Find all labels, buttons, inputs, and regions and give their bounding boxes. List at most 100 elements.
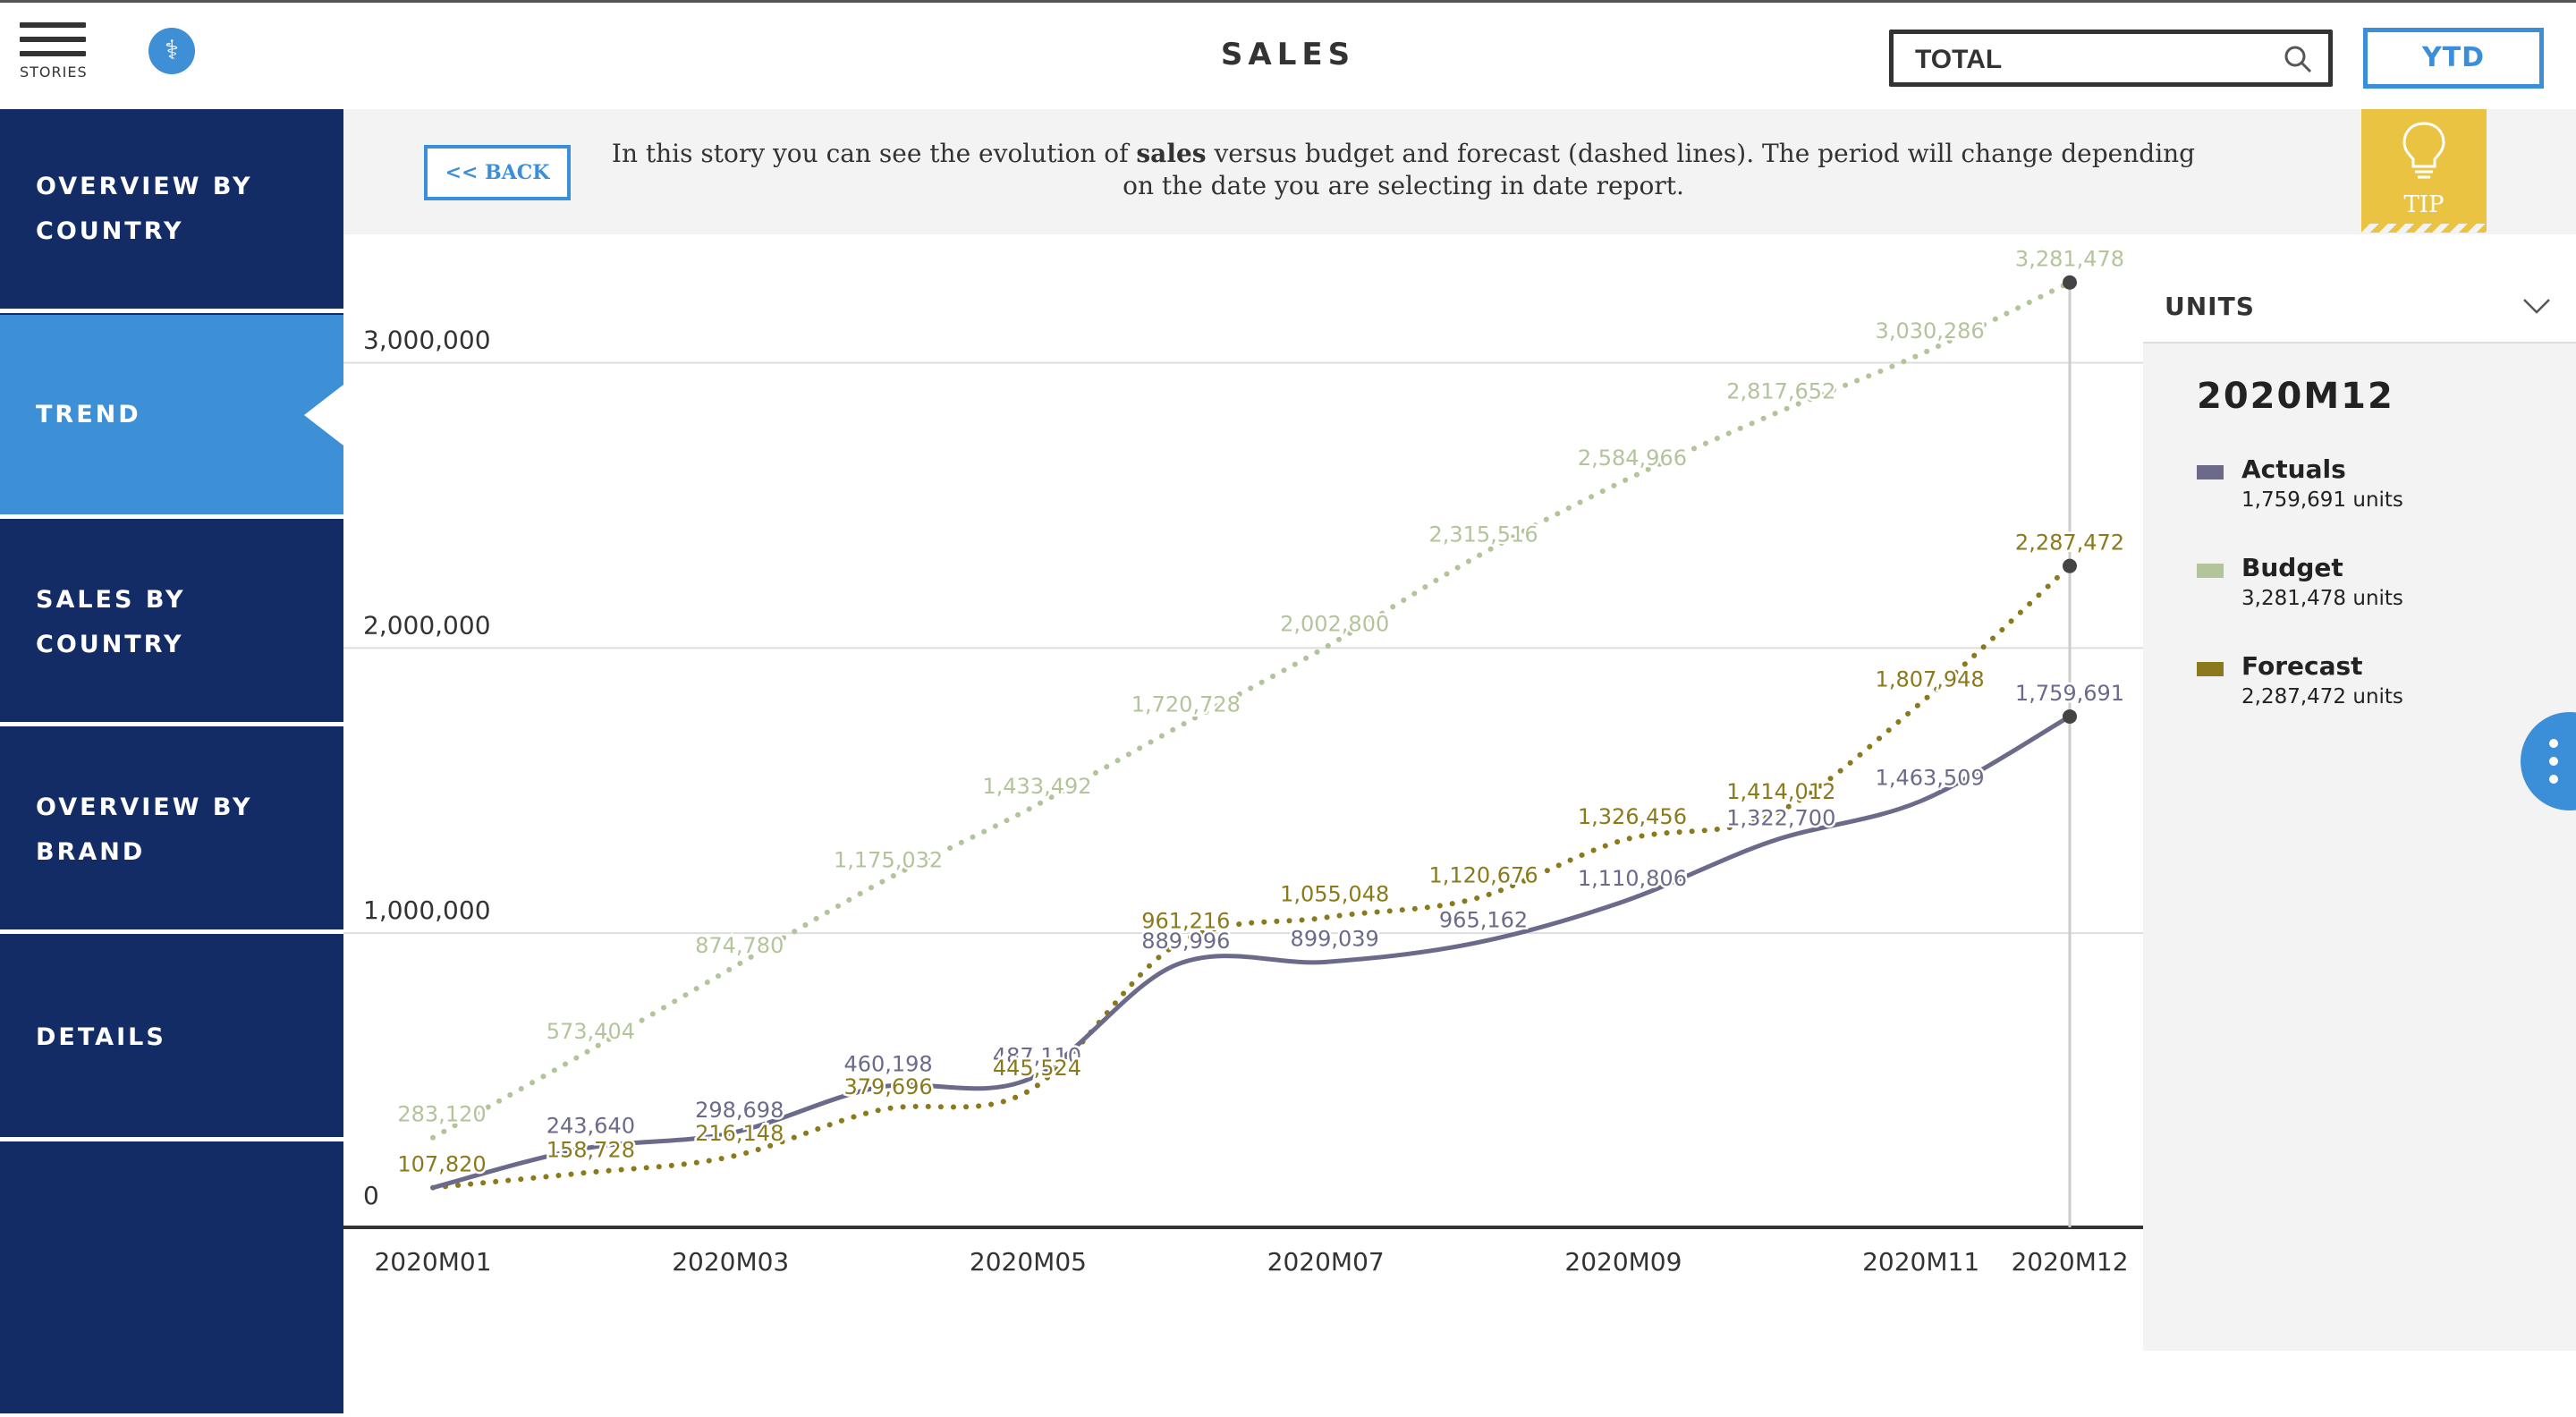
series-line-actuals (430, 714, 2072, 1191)
data-label-actuals: 1,463,509 (1876, 765, 1985, 790)
data-label-actuals: 487,110 (993, 1044, 1081, 1069)
data-label-budget: 2,002,800 (1280, 611, 1389, 636)
data-label-actuals: 298,698 (695, 1098, 784, 1123)
tip-label: TIP (2403, 191, 2445, 218)
description-bold: sales (1136, 139, 1207, 168)
data-label-budget: 1,433,492 (982, 774, 1091, 799)
trend-chart: 0 1,000,000 2,000,000 3,000,000 2020M01 2020M… (343, 234, 2143, 1413)
x-tick-label: 2020M11 (1862, 1247, 1979, 1277)
data-label-forecast: 379,696 (843, 1074, 932, 1099)
data-label-forecast: 158,728 (547, 1137, 635, 1162)
y-tick-label: 3,000,000 (363, 325, 491, 354)
sidebar-item-trend[interactable]: TREND (0, 315, 343, 519)
legend-swatch (2197, 662, 2224, 676)
end-point-marker (2063, 558, 2077, 573)
page-title: SALES (1220, 37, 1356, 72)
chevron-down-icon (2523, 299, 2550, 314)
tip-button[interactable]: TIP (2361, 109, 2487, 233)
sidebar-item-overview-by-country[interactable]: OVERVIEW BY COUNTRY (0, 109, 343, 313)
legend-swatch (2197, 465, 2224, 479)
legend-name: Budget (2241, 553, 2343, 582)
data-label-forecast: 1,055,048 (1280, 882, 1389, 907)
data-label-actuals: 965,162 (1439, 907, 1528, 932)
sidebar-item-label: OVERVIEW BY BRAND (36, 793, 253, 866)
data-label-actuals: 889,996 (1141, 929, 1230, 954)
data-label-actuals: 899,039 (1291, 926, 1379, 951)
end-point-marker (2063, 275, 2077, 290)
vertical-dots-icon (2549, 775, 2558, 784)
measure-label: UNITS (2165, 292, 2255, 321)
sidebar-item-label: DETAILS (36, 1022, 166, 1051)
data-label-forecast: 216,148 (695, 1121, 784, 1146)
selected-period: 2020M12 (2197, 376, 2394, 417)
x-tick-label: 2020M01 (374, 1247, 491, 1277)
tip-zigzag-edge (2361, 224, 2487, 233)
data-label-budget: 874,780 (695, 933, 784, 958)
sidebar-item-label: TREND (36, 400, 141, 428)
data-label-budget: 3,281,478 (2015, 247, 2124, 272)
search-input[interactable] (1913, 41, 2275, 79)
vertical-dots-icon (2549, 739, 2558, 748)
data-label-forecast: 1,120,676 (1428, 863, 1538, 888)
trend-chart-svg: 0 1,000,000 2,000,000 3,000,000 2020M01 2020M… (343, 244, 2143, 1277)
legend-panel (2143, 277, 2576, 1351)
data-label-budget: 3,030,286 (1876, 318, 1985, 344)
story-description: In this story you can see the evolution … (603, 138, 2204, 202)
sidebar-item-label: OVERVIEW BY COUNTRY (36, 172, 253, 245)
x-tick-label: 2020M07 (1267, 1247, 1385, 1277)
series-line-forecast (430, 563, 2072, 1191)
data-label-actuals: 1,110,806 (1578, 866, 1687, 891)
legend-swatch (2197, 564, 2224, 578)
sidebar-item-sales-by-country[interactable]: SALES BY COUNTRY (0, 522, 343, 726)
data-label-forecast: 1,326,456 (1578, 804, 1687, 829)
description-text: In this story you can see the evolution … (611, 139, 1137, 168)
search-icon[interactable] (2282, 43, 2314, 75)
sidebar-item-overview-by-brand[interactable]: OVERVIEW BY BRAND (0, 730, 343, 934)
legend-value: 2,287,472 units (2241, 685, 2403, 708)
hamburger-icon (20, 22, 86, 28)
sidebar-item-details[interactable]: DETAILS (0, 938, 343, 1141)
data-label-forecast: 2,287,472 (2015, 530, 2124, 556)
search-box[interactable] (1889, 30, 2333, 87)
caduceus-logo-icon: ⚕ (148, 28, 195, 74)
active-caret-icon (304, 384, 343, 445)
data-label-actuals: 243,640 (547, 1113, 635, 1138)
series-line-budget (430, 279, 2072, 1141)
data-label-budget: 2,584,966 (1578, 445, 1687, 471)
x-tick-label: 2020M03 (672, 1247, 789, 1277)
data-label-budget: 1,720,728 (1131, 692, 1241, 717)
sidebar-item-label: SALES BY COUNTRY (36, 585, 186, 658)
lightbulb-icon (2402, 122, 2445, 179)
data-label-budget: 283,120 (397, 1102, 486, 1127)
data-label-forecast: 107,820 (397, 1152, 486, 1177)
data-label-actuals: 1,322,700 (1726, 805, 1835, 830)
back-button[interactable]: << BACK (424, 145, 571, 200)
y-tick-label: 0 (363, 1181, 379, 1210)
data-label-budget: 2,817,652 (1726, 379, 1835, 404)
data-label-forecast: 961,216 (1141, 909, 1230, 934)
stories-label: STORIES (20, 64, 88, 81)
x-tick-label: 2020M09 (1564, 1247, 1682, 1277)
data-label-budget: 1,175,032 (834, 847, 943, 872)
description-text: versus budget and forecast (dashed lines… (1123, 139, 2196, 200)
legend-name: Forecast (2241, 651, 2363, 681)
top-bar: STORIES ⚕ SALES YTD (0, 0, 2576, 109)
x-tick-label: 2020M12 (2011, 1247, 2128, 1277)
y-tick-label: 1,000,000 (363, 895, 491, 925)
data-label-forecast: 1,414,012 (1726, 779, 1835, 804)
data-label-forecast: 445,524 (993, 1056, 1081, 1081)
measure-dropdown[interactable]: UNITS (2143, 277, 2576, 344)
y-tick-label: 2,000,000 (363, 610, 491, 640)
legend-value: 1,759,691 units (2241, 488, 2403, 512)
data-label-actuals: 1,759,691 (2015, 681, 2124, 706)
data-label-forecast: 1,807,948 (1876, 667, 1985, 692)
stories-menu-button[interactable]: STORIES (20, 22, 88, 81)
hamburger-icon-bar (20, 37, 86, 42)
hamburger-icon-bar (20, 51, 86, 56)
story-info-bar: << BACK In this story you can see the ev… (343, 109, 2576, 234)
legend-name: Actuals (2241, 454, 2346, 484)
data-label-actuals: 460,198 (843, 1051, 932, 1076)
end-point-marker (2063, 708, 2077, 724)
data-label-budget: 2,315,516 (1428, 522, 1538, 547)
ytd-button[interactable]: YTD (2363, 28, 2544, 89)
